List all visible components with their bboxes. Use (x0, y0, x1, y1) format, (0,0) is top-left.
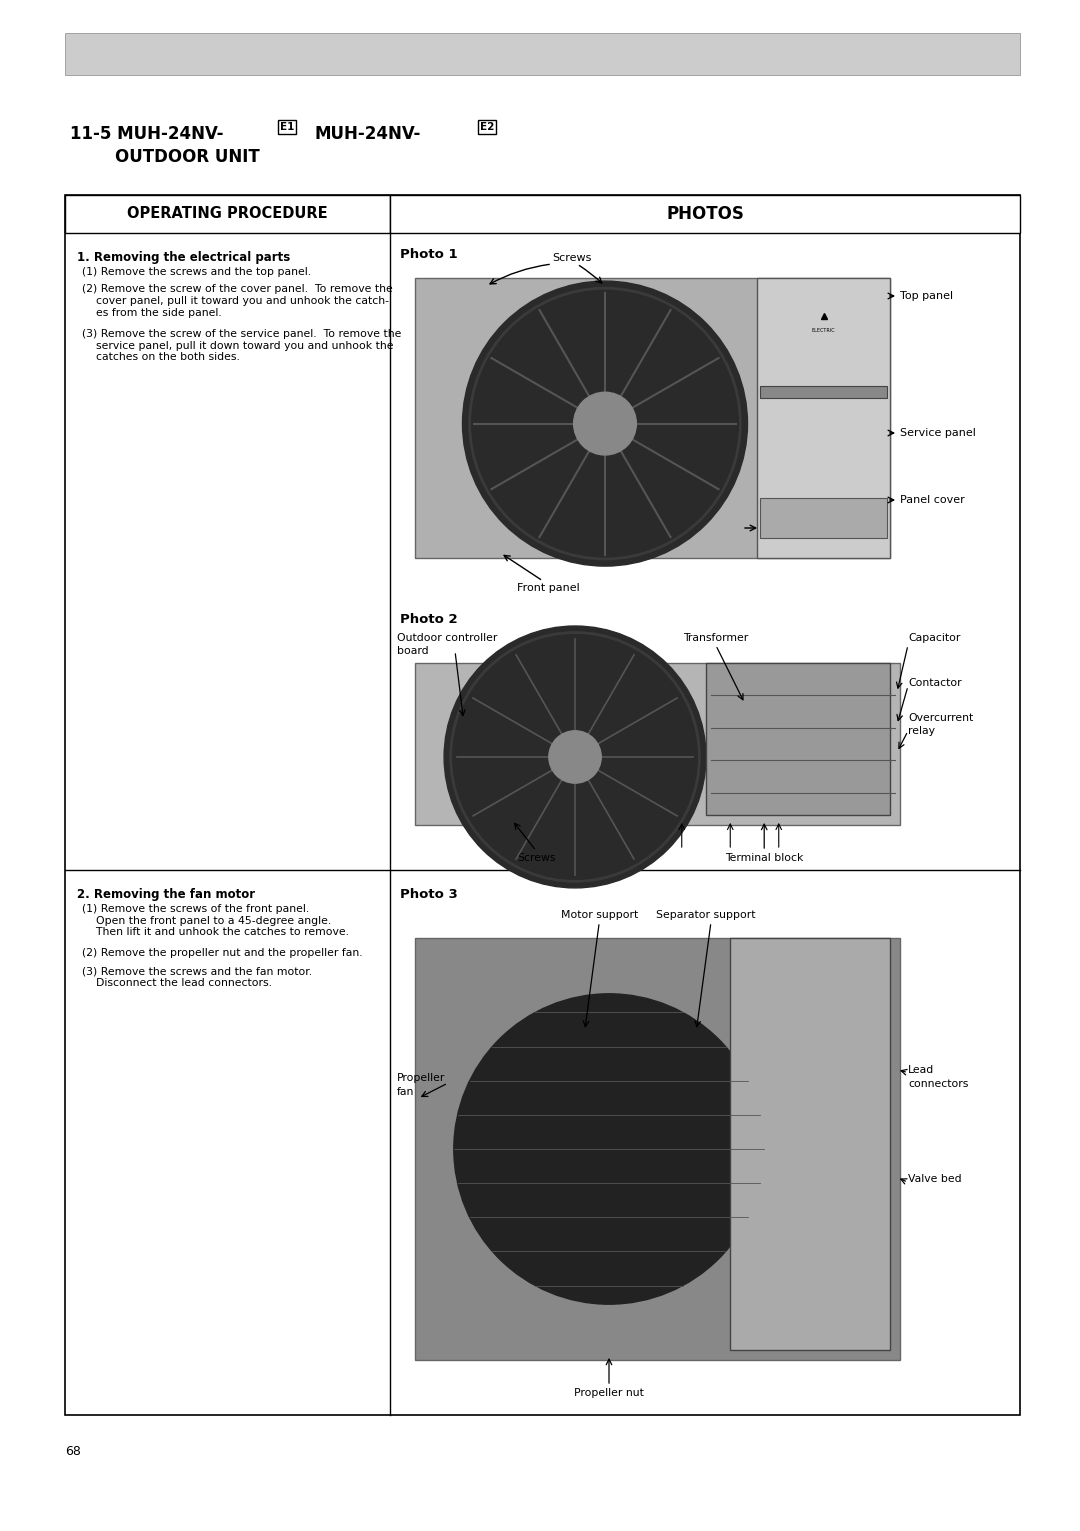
Text: Separator support: Separator support (657, 909, 756, 920)
Circle shape (444, 626, 706, 888)
Text: Outdoor controller: Outdoor controller (397, 632, 498, 643)
Text: PHOTOS: PHOTOS (666, 205, 744, 224)
Bar (65, 194, 390, 233)
Bar (706, 663, 890, 814)
Text: board: board (397, 646, 429, 655)
Text: Transformer: Transformer (683, 632, 748, 643)
Text: MUH-24NV-: MUH-24NV- (315, 126, 421, 142)
Text: relay: relay (908, 726, 935, 736)
Text: connectors: connectors (908, 1079, 969, 1089)
Circle shape (549, 730, 602, 784)
Bar (415, 663, 900, 825)
Bar (415, 939, 900, 1360)
Text: ELECTRIC: ELECTRIC (812, 328, 835, 334)
Text: Screws: Screws (552, 253, 592, 263)
Text: fan: fan (397, 1087, 415, 1098)
Bar (415, 279, 890, 557)
Text: 68: 68 (65, 1445, 81, 1458)
Text: 1. Removing the electrical parts: 1. Removing the electrical parts (77, 251, 291, 263)
Text: (1) Remove the screws of the front panel.
    Open the front panel to a 45-degre: (1) Remove the screws of the front panel… (82, 903, 349, 937)
Text: (3) Remove the screw of the service panel.  To remove the
    service panel, pul: (3) Remove the screw of the service pane… (82, 329, 402, 363)
Text: Photo 3: Photo 3 (400, 888, 458, 902)
Text: Terminal block: Terminal block (725, 853, 804, 863)
Bar (760, 498, 887, 537)
Text: Front panel: Front panel (516, 583, 579, 592)
Circle shape (462, 282, 747, 566)
Text: Motor support: Motor support (561, 909, 638, 920)
Text: Valve bed: Valve bed (908, 1174, 961, 1185)
Text: E2: E2 (480, 122, 495, 132)
Text: (1) Remove the screws and the top panel.: (1) Remove the screws and the top panel. (82, 266, 311, 277)
Text: Capacitor: Capacitor (908, 632, 960, 643)
Text: Service panel: Service panel (900, 429, 976, 438)
Text: Overcurrent: Overcurrent (908, 713, 973, 723)
Text: E1: E1 (280, 122, 295, 132)
Circle shape (573, 392, 636, 455)
Bar (760, 386, 887, 398)
Text: Lead: Lead (908, 1064, 934, 1075)
Text: Propeller nut: Propeller nut (575, 1389, 644, 1398)
Text: 2. Removing the fan motor: 2. Removing the fan motor (77, 888, 255, 902)
Text: 11-5 MUH-24NV-: 11-5 MUH-24NV- (70, 126, 224, 142)
Text: Photo 2: Photo 2 (400, 612, 458, 626)
Text: (3) Remove the screws and the fan motor.
    Disconnect the lead connectors.: (3) Remove the screws and the fan motor.… (82, 966, 312, 987)
Text: Contactor: Contactor (908, 678, 961, 687)
Bar (757, 279, 890, 557)
Circle shape (454, 994, 765, 1304)
Bar (390, 194, 1020, 233)
Bar (65, 194, 1020, 1415)
Text: OUTDOOR UNIT: OUTDOOR UNIT (114, 149, 260, 165)
Text: Propeller: Propeller (397, 1073, 445, 1082)
Text: Photo 1: Photo 1 (400, 248, 458, 260)
Text: (2) Remove the screw of the cover panel.  To remove the
    cover panel, pull it: (2) Remove the screw of the cover panel.… (82, 285, 393, 318)
Text: Screws: Screws (517, 853, 555, 863)
Text: OPERATING PROCEDURE: OPERATING PROCEDURE (127, 207, 328, 222)
Text: Panel cover: Panel cover (900, 495, 964, 505)
Text: Top panel: Top panel (900, 291, 954, 302)
Bar (65, 34, 1020, 75)
Text: (2) Remove the propeller nut and the propeller fan.: (2) Remove the propeller nut and the pro… (82, 949, 363, 958)
Bar (730, 939, 890, 1350)
